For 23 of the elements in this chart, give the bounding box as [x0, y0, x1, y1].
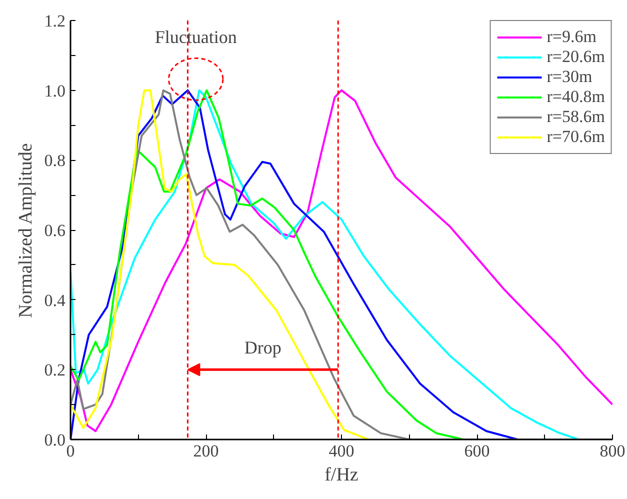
legend-label: r=58.6m [546, 107, 605, 127]
x-tick-label: 800 [600, 442, 626, 460]
x-tick-label: 200 [193, 442, 219, 460]
y-axis-title: Normalized Amplitude [15, 143, 36, 318]
legend-label: r=70.6m [546, 127, 605, 147]
y-tick-label: 0.6 [44, 221, 66, 240]
y-tick-label: 1.0 [44, 81, 66, 100]
y-tick-label: 0.0 [44, 430, 66, 450]
legend-label: r=9.6m [546, 27, 596, 47]
y-tick-label: 0.8 [44, 151, 66, 170]
legend-label: r=40.8m [546, 87, 605, 107]
x-tick-label: 400 [328, 442, 354, 460]
y-tick-label: 1.2 [44, 12, 66, 30]
legend-label: r=30m [546, 67, 592, 87]
x-tick-label: 600 [464, 442, 490, 460]
x-axis-title: f/Hz [324, 464, 358, 486]
x-tick-label: 0 [66, 442, 75, 460]
annotation: Drop [244, 338, 282, 358]
y-tick-label: 0.2 [44, 360, 66, 380]
y-tick-label: 0.4 [44, 290, 66, 310]
legend-label: r=20.6m [546, 47, 605, 67]
line-series [70, 89, 370, 440]
annotation: Fluctuation [154, 27, 237, 48]
